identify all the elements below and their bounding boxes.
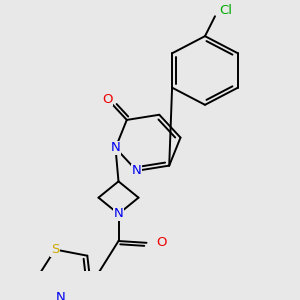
Text: N: N (56, 291, 66, 300)
Text: N: N (111, 141, 120, 154)
Text: N: N (132, 164, 142, 177)
Text: S: S (51, 243, 59, 256)
Text: N: N (114, 207, 123, 220)
Text: O: O (157, 236, 167, 249)
Text: Cl: Cl (219, 4, 232, 17)
Text: O: O (102, 93, 113, 106)
